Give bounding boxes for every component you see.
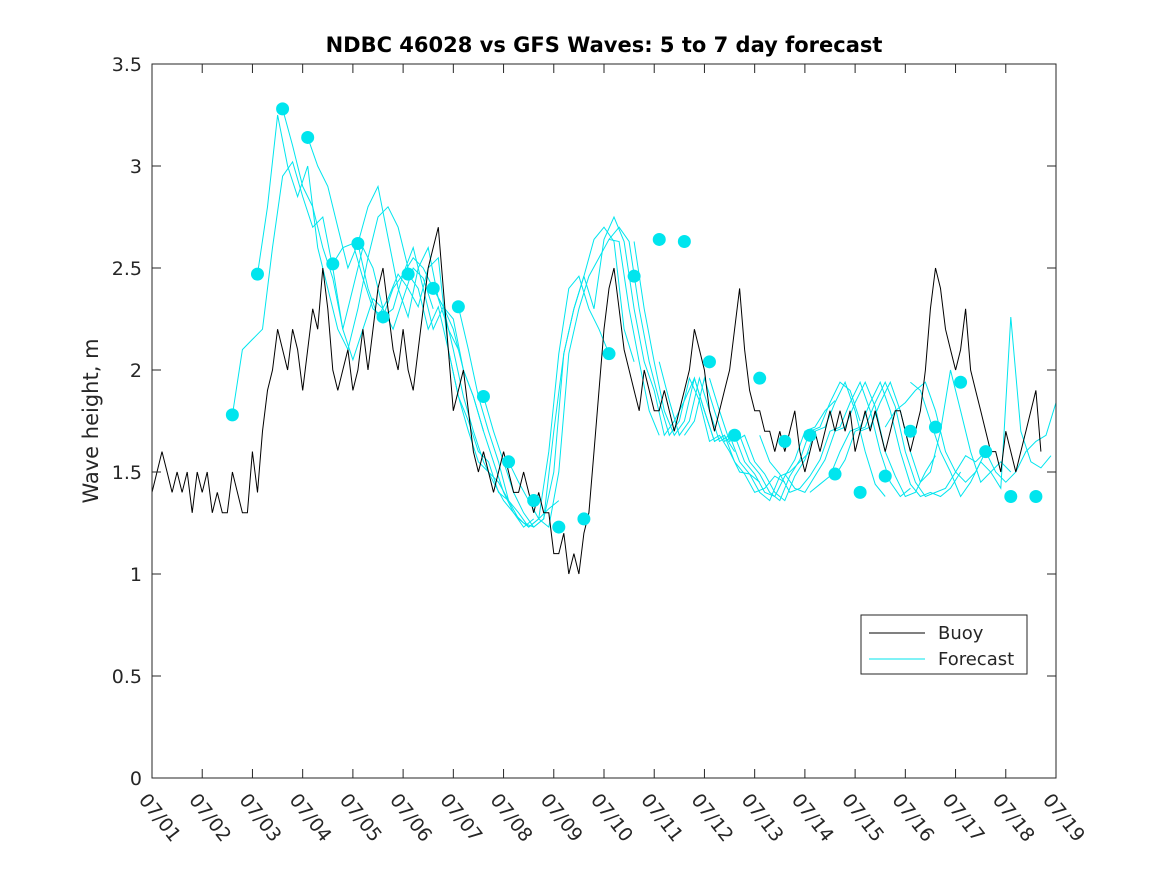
forecast-run-line-3 (307, 137, 459, 350)
forecast-marker-12 (527, 494, 541, 508)
forecast-marker-2 (276, 102, 290, 116)
y-axis: 0 0.5 1 1.5 2 2.5 3 3.5 (112, 54, 1056, 790)
legend-buoy-label: Buoy (938, 623, 984, 644)
forecast-marker-31 (1004, 489, 1018, 503)
forecast-marker-23 (803, 428, 817, 442)
forecast-marker-5 (351, 237, 365, 251)
forecast-marker-4 (326, 257, 340, 271)
forecast-marker-6 (376, 310, 390, 324)
forecast-marker-0 (225, 408, 239, 422)
forecast-marker-22 (778, 434, 792, 448)
forecast-marker-30 (979, 445, 993, 459)
forecast-marker-28 (928, 420, 942, 434)
buoy-series (151, 227, 1042, 575)
forecast-run-line-20 (784, 380, 936, 498)
forecast-run-line-14 (633, 241, 786, 494)
forecast-run-line-0 (231, 160, 384, 415)
buoy-line (151, 227, 1042, 575)
forecast-marker-19 (702, 355, 716, 369)
forecast-markers (225, 102, 1043, 534)
y-tick-label-1: 0.5 (112, 666, 142, 688)
forecast-run-line-10 (483, 226, 635, 528)
forecast-marker-21 (753, 371, 767, 385)
forecast-run-line-2 (282, 108, 434, 331)
forecast-run-line-5 (357, 243, 510, 501)
y-tick-label-7: 3.5 (112, 54, 142, 76)
forecast-marker-18 (677, 234, 691, 248)
forecast-marker-8 (426, 281, 440, 295)
y-tick-label-6: 3 (130, 156, 142, 178)
forecast-marker-10 (476, 390, 490, 404)
chart-title: NDBC 46028 vs GFS Waves: 5 to 7 day fore… (326, 33, 883, 57)
forecast-marker-14 (577, 512, 591, 526)
legend-box (860, 614, 1028, 675)
y-tick-label-4: 2 (130, 360, 142, 382)
forecast-run-line-6 (382, 245, 535, 528)
forecast-marker-13 (552, 520, 566, 534)
forecast-run-line-11 (508, 238, 660, 529)
legend-forecast-label: Forecast (938, 649, 1014, 670)
forecast-marker-9 (451, 300, 465, 314)
y-tick-label-3: 1.5 (112, 462, 142, 484)
y-tick-label-0: 0 (130, 768, 142, 790)
forecast-run-line-8 (432, 276, 585, 528)
forecast-marker-32 (1029, 489, 1043, 503)
y-axis-label: Wave height, m (79, 338, 103, 503)
forecast-marker-1 (250, 267, 264, 281)
forecast-marker-27 (903, 424, 917, 438)
forecast-marker-11 (502, 455, 516, 469)
legend: Buoy Forecast (860, 614, 1028, 675)
forecast-marker-26 (878, 469, 892, 483)
forecast-run-line-23 (859, 369, 1012, 484)
forecast-marker-16 (627, 269, 641, 283)
forecast-marker-24 (828, 467, 842, 481)
forecast-marker-3 (301, 130, 315, 144)
forecast-marker-20 (728, 428, 742, 442)
forecast-series (231, 108, 1057, 529)
forecast-run-line-24 (884, 381, 1057, 483)
forecast-run-line-21 (809, 380, 962, 498)
forecast-marker-15 (602, 347, 616, 361)
forecast-marker-7 (401, 267, 415, 281)
y-tick-label-2: 1 (130, 564, 142, 586)
forecast-marker-17 (652, 232, 666, 246)
forecast-marker-29 (954, 375, 968, 389)
y-tick-label-5: 2.5 (112, 258, 142, 280)
forecast-marker-25 (853, 485, 867, 499)
forecast-run-line-4 (332, 242, 484, 432)
